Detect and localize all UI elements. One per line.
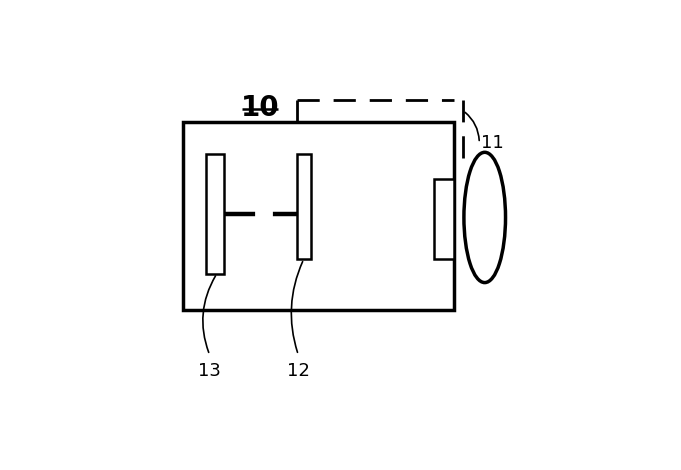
Bar [183,122,454,310]
Text: 13: 13 [198,362,221,380]
Bar [434,180,454,259]
Text: 12: 12 [287,362,310,380]
Bar [206,154,224,274]
Text: 10: 10 [241,94,280,122]
Text: 11: 11 [481,134,504,152]
Ellipse shape [464,152,505,282]
Bar [296,154,311,259]
